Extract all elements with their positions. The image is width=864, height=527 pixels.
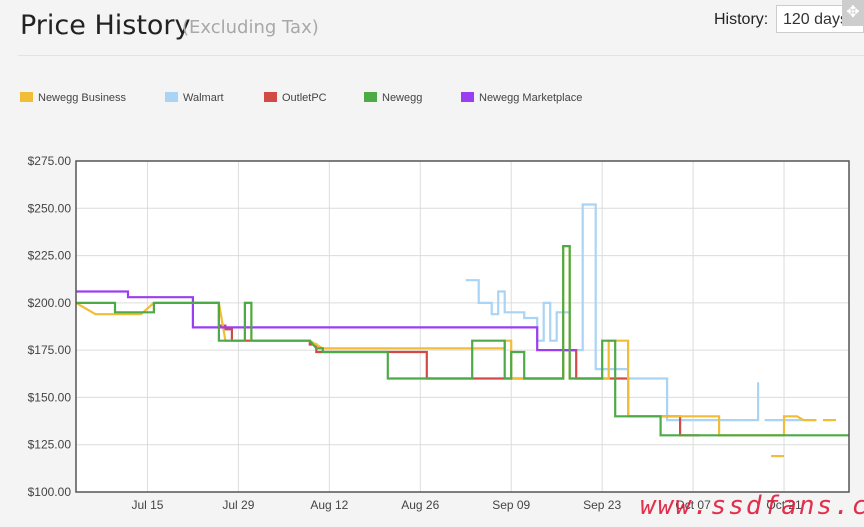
legend-swatch bbox=[461, 92, 474, 103]
legend-label: Newegg bbox=[382, 92, 423, 104]
series-line-newegg bbox=[76, 245, 849, 437]
y-tick-label: $275.00 bbox=[28, 154, 72, 168]
x-tick-label: Aug 26 bbox=[401, 498, 439, 512]
legend-item-newegg-business[interactable]: Newegg Business bbox=[20, 92, 126, 110]
series-line-walmart bbox=[465, 203, 629, 371]
page-subtitle: (Excluding Tax) bbox=[182, 17, 319, 38]
legend-label: Newegg Business bbox=[38, 92, 127, 104]
x-tick-label: Oct 07 bbox=[675, 498, 711, 512]
x-tick-label: Sep 23 bbox=[583, 498, 621, 512]
y-tick-label: $100.00 bbox=[28, 485, 72, 499]
legend-label: OutletPC bbox=[282, 92, 327, 104]
x-tick-label: Sep 09 bbox=[492, 498, 530, 512]
legend-item-newegg[interactable]: Newegg bbox=[364, 92, 422, 110]
y-tick-label: $150.00 bbox=[28, 390, 72, 404]
plot-border bbox=[75, 160, 850, 493]
legend-swatch bbox=[264, 92, 277, 103]
page-title: Price History bbox=[20, 10, 191, 41]
x-tick-label: Jul 29 bbox=[222, 498, 254, 512]
legend-swatch bbox=[20, 92, 33, 103]
series-line-newegg-marketplace bbox=[76, 290, 577, 352]
legend-label: Newegg Marketplace bbox=[479, 92, 583, 104]
x-tick-label: Oct 21 bbox=[766, 498, 802, 512]
legend-label: Walmart bbox=[183, 92, 224, 104]
legend-swatch bbox=[364, 92, 377, 103]
y-tick-label: $200.00 bbox=[28, 296, 72, 310]
legend-swatch bbox=[165, 92, 178, 103]
x-tick-label: Aug 12 bbox=[310, 498, 348, 512]
y-tick-label: $125.00 bbox=[28, 438, 72, 452]
y-tick-label: $225.00 bbox=[28, 249, 72, 263]
move-arrows-icon[interactable]: ✥ bbox=[842, 0, 864, 26]
header-divider bbox=[18, 55, 864, 56]
series-segment-walmart bbox=[628, 377, 739, 422]
y-tick-label: $250.00 bbox=[28, 201, 72, 215]
legend-item-newegg-marketplace[interactable]: Newegg Marketplace bbox=[461, 92, 582, 110]
watermark-text: www.ssdfans.com bbox=[640, 491, 864, 521]
legend-item-outletpc[interactable]: OutletPC bbox=[264, 92, 327, 110]
x-tick-label: Jul 15 bbox=[131, 498, 163, 512]
legend-item-walmart[interactable]: Walmart bbox=[165, 92, 224, 110]
series-segment-newegg-business bbox=[782, 415, 817, 436]
history-label: History: bbox=[714, 11, 769, 28]
series-segment-walmart bbox=[738, 382, 760, 422]
y-tick-label: $175.00 bbox=[28, 343, 72, 357]
